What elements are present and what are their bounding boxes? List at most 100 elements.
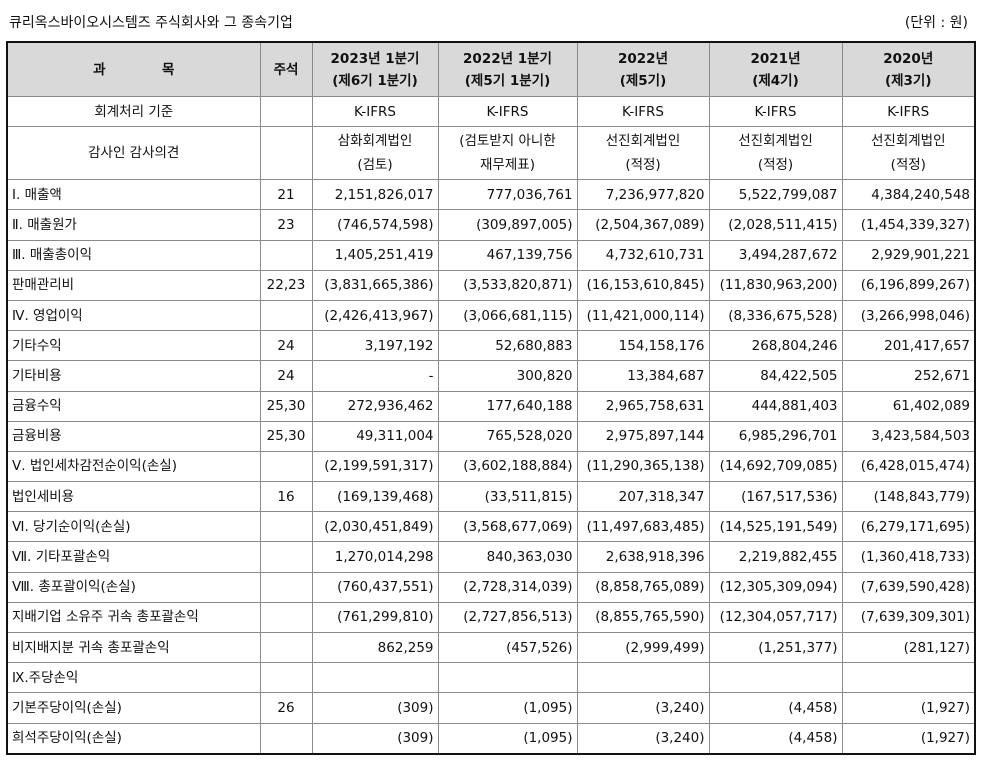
cell: (11,497,683,485) <box>576 511 710 543</box>
cell: (6,196,899,267) <box>841 269 976 301</box>
cell: (7,639,590,428) <box>841 571 976 603</box>
cell: 13,384,687 <box>576 360 710 392</box>
cell: 61,402,089 <box>841 390 976 422</box>
cell: (169,139,468) <box>311 481 439 513</box>
cell: (2,999,499) <box>576 631 710 664</box>
row-note <box>259 299 313 332</box>
accounting-standard-row: 회계처리 기준 K-IFRS K-IFRS K-IFRS K-IFRS K-IF… <box>6 95 976 128</box>
row-label: 금융수익 <box>6 390 261 422</box>
header-period-3: 2022년 (제5기) <box>576 41 710 97</box>
cell: (1,095) <box>437 692 578 724</box>
row-label: Ⅲ. 매출총이익 <box>6 239 261 271</box>
cell: 52,680,883 <box>437 330 578 362</box>
table-row: Ⅴ. 법인세차감전순이익(손실) (2,199,591,317) (3,602,18… <box>6 450 976 483</box>
cell <box>708 662 843 694</box>
cell: 862,259 <box>311 631 439 664</box>
cell: (14,692,709,085) <box>708 450 843 483</box>
audit-opinion-row: 감사인 감사의견 삼화회계법인 (검토) (검토받지 아니한 재무제표) 선진회계법… <box>6 126 976 181</box>
cell: (11,421,000,114) <box>576 299 710 332</box>
row-label: 지배기업 소유주 귀속 총포괄손익 <box>6 601 261 634</box>
cell: 1,270,014,298 <box>311 541 439 573</box>
row-note <box>259 631 313 664</box>
row-label: Ⅸ.주당손익 <box>6 662 261 694</box>
cell: (2,199,591,317) <box>311 450 439 483</box>
table-row: Ⅷ. 총포괄이익(손실) (760,437,551) (2,728,314,039)… <box>6 571 976 603</box>
cell: (3,568,677,069) <box>437 511 578 543</box>
income-statement-table: 과 목 주석 2023년 1분기 (제6기 1분기) 2022년 1분기 (제5기 … <box>6 41 976 755</box>
cell: 49,311,004 <box>311 420 439 452</box>
cell: (3,266,998,046) <box>841 299 976 332</box>
cell: (2,728,314,039) <box>437 571 578 603</box>
row-label: 판매관리비 <box>6 269 261 301</box>
table-row: Ⅸ.주당손익 <box>6 662 976 694</box>
cell: (2,727,856,513) <box>437 601 578 634</box>
cell: (281,127) <box>841 631 976 664</box>
cell: 268,804,246 <box>708 330 843 362</box>
cell: (2,030,451,849) <box>311 511 439 543</box>
cell: 2,219,882,455 <box>708 541 843 573</box>
cell: (3,533,820,871) <box>437 269 578 301</box>
cell: (3,831,665,386) <box>311 269 439 301</box>
unit-label: (단위 : 원) <box>904 15 968 31</box>
row-note <box>259 722 313 755</box>
cell: 5,522,799,087 <box>708 179 843 211</box>
cell: - <box>311 360 439 392</box>
cell: (761,299,810) <box>311 601 439 634</box>
cell: (16,153,610,845) <box>576 269 710 301</box>
cell: (3,240) <box>576 692 710 724</box>
cell: (760,437,551) <box>311 571 439 603</box>
cell: (1,360,418,733) <box>841 541 976 573</box>
row-note <box>259 95 313 128</box>
row-note <box>259 541 313 573</box>
cell: (457,526) <box>437 631 578 664</box>
row-label: Ⅱ. 매출원가 <box>6 209 261 241</box>
row-note: 21 <box>259 179 313 211</box>
table-row: 기본주당이익(손실) 26 (309) (1,095) (3,240) (4,458) (1… <box>6 692 976 724</box>
table-row: Ⅳ. 영업이익 (2,426,413,967) (3,066,681,115) (11… <box>6 299 976 332</box>
header-note: 주석 <box>259 41 313 97</box>
table-row: 기타수익 24 3,197,192 52,680,883 154,158,176 268,… <box>6 330 976 362</box>
cell: 2,151,826,017 <box>311 179 439 211</box>
table-row: Ⅲ. 매출총이익 1,405,251,419 467,139,756 4,732,61… <box>6 239 976 271</box>
row-note <box>259 571 313 603</box>
cell: 2,929,901,221 <box>841 239 976 271</box>
row-note <box>259 126 313 181</box>
cell: 272,936,462 <box>311 390 439 422</box>
row-note <box>259 601 313 634</box>
cell: 300,820 <box>437 360 578 392</box>
row-note: 25,30 <box>259 420 313 452</box>
row-label: Ⅶ. 기타포괄손익 <box>6 541 261 573</box>
cell: 6,985,296,701 <box>708 420 843 452</box>
cell: 2,965,758,631 <box>576 390 710 422</box>
cell: (3,602,188,884) <box>437 450 578 483</box>
row-note: 16 <box>259 481 313 513</box>
cell: 177,640,188 <box>437 390 578 422</box>
cell <box>841 662 976 694</box>
cell: (4,458) <box>708 722 843 755</box>
table-row: Ⅶ. 기타포괄손익 1,270,014,298 840,363,030 2,638,9… <box>6 541 976 573</box>
cell: 4,384,240,548 <box>841 179 976 211</box>
header-period-4: 2021년 (제4기) <box>708 41 843 97</box>
cell: 3,494,287,672 <box>708 239 843 271</box>
row-label: 금융비용 <box>6 420 261 452</box>
cell: 7,236,977,820 <box>576 179 710 211</box>
row-label: 비지배지분 귀속 총포괄손익 <box>6 631 261 664</box>
row-label: 법인세비용 <box>6 481 261 513</box>
row-label: Ⅰ. 매출액 <box>6 179 261 211</box>
row-note <box>259 239 313 271</box>
row-note <box>259 662 313 694</box>
cell: 154,158,176 <box>576 330 710 362</box>
cell: 765,528,020 <box>437 420 578 452</box>
row-note: 22,23 <box>259 269 313 301</box>
row-note: 23 <box>259 209 313 241</box>
cell: K-IFRS <box>841 95 976 128</box>
row-label: 회계처리 기준 <box>6 95 261 128</box>
header-period-1: 2023년 1분기 (제6기 1분기) <box>311 41 439 97</box>
cell: 선진회계법인 (적정) <box>841 126 976 181</box>
cell: 3,197,192 <box>311 330 439 362</box>
header-period-2: 2022년 1분기 (제5기 1분기) <box>437 41 578 97</box>
table-row: Ⅱ. 매출원가 23 (746,574,598) (309,897,005) (2,50… <box>6 209 976 241</box>
cell: K-IFRS <box>311 95 439 128</box>
cell: (309,897,005) <box>437 209 578 241</box>
cell: K-IFRS <box>437 95 578 128</box>
